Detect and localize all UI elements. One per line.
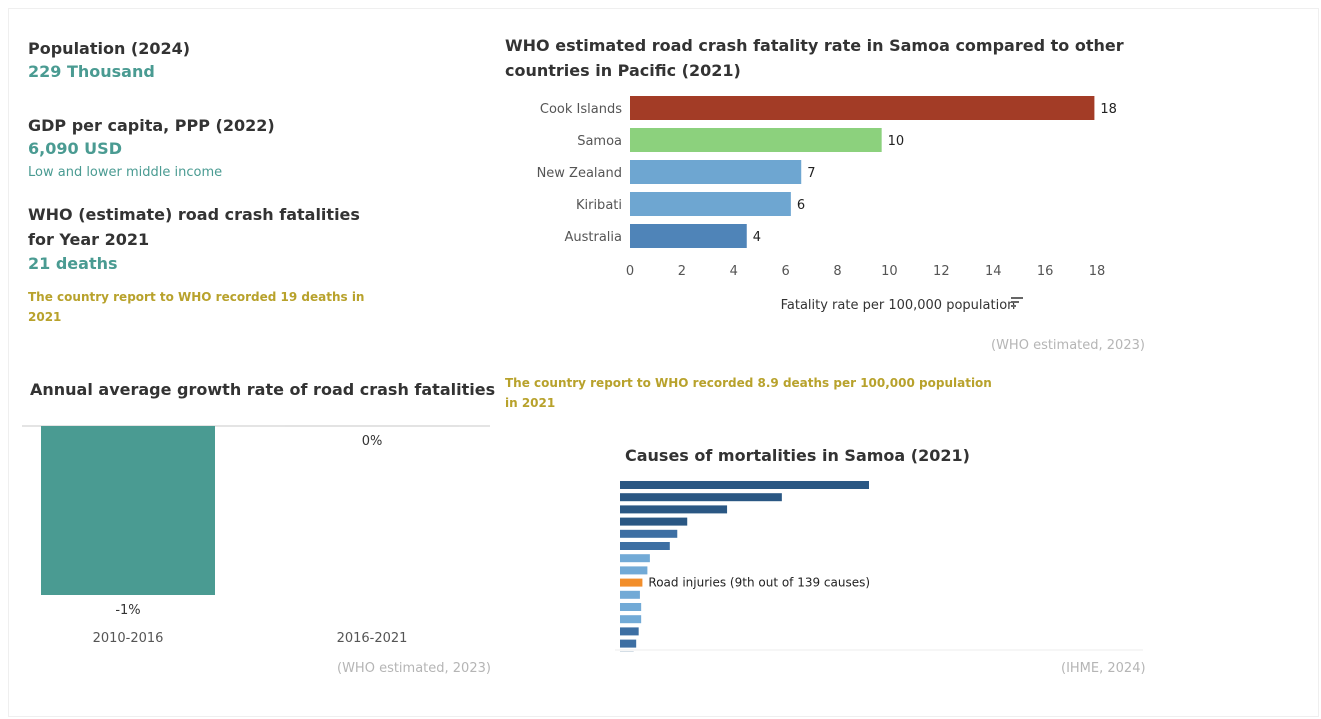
value-label: 10 — [888, 134, 905, 149]
rate-country-report-line2: in 2021 — [505, 396, 556, 410]
fatality-rate-source: (WHO estimated, 2023) — [991, 338, 1145, 353]
bar — [630, 224, 747, 248]
bar — [630, 128, 882, 152]
value-label: 6 — [797, 198, 805, 213]
bar — [620, 627, 639, 636]
growth-chart-title: Annual average growth rate of road crash… — [30, 380, 496, 399]
population-value: 229 Thousand — [28, 62, 155, 81]
x-tick-label: 2 — [678, 264, 686, 279]
sort-icon — [1011, 297, 1023, 307]
causes-chart-source: (IHME, 2024) — [1061, 661, 1146, 676]
fatality-rate-title-line1: WHO estimated road crash fatality rate i… — [505, 36, 1124, 55]
bar — [620, 615, 642, 624]
x-tick-label: 0 — [626, 264, 634, 279]
category-label: Australia — [564, 230, 622, 245]
gdp-value: 6,090 USD — [28, 139, 122, 158]
road-injuries-bar — [620, 578, 643, 587]
country-report-deaths-line2: 2021 — [28, 310, 62, 324]
value-label: 7 — [807, 166, 815, 181]
who-fatalities-label-line1: WHO (estimate) road crash fatalities — [28, 205, 360, 224]
value-label: 0% — [362, 434, 383, 449]
bar — [620, 505, 728, 514]
gdp-label: GDP per capita, PPP (2022) — [28, 116, 275, 135]
bar — [630, 192, 791, 216]
bar — [620, 554, 650, 563]
who-fatalities-label-line2: for Year 2021 — [28, 230, 150, 249]
value-label: 18 — [1100, 102, 1117, 117]
bar — [620, 590, 640, 599]
causes-chart: Road injuries (9th out of 139 causes) — [615, 481, 1143, 652]
bar — [41, 426, 215, 595]
income-group: Low and lower middle income — [28, 165, 223, 180]
bar — [285, 425, 459, 427]
category-label: 2016-2021 — [337, 631, 408, 646]
causes-chart-title: Causes of mortalities in Samoa (2021) — [625, 446, 970, 465]
bar — [630, 96, 1095, 120]
growth-chart-source: (WHO estimated, 2023) — [337, 661, 491, 676]
bar — [620, 566, 648, 575]
x-tick-label: 14 — [985, 264, 1002, 279]
x-tick-label: 18 — [1089, 264, 1106, 279]
x-tick-label: 4 — [730, 264, 738, 279]
x-axis-label: Fatality rate per 100,000 population — [781, 298, 1016, 313]
bar — [620, 481, 869, 489]
bar — [620, 517, 688, 526]
population-label: Population (2024) — [28, 39, 191, 58]
fatality-rate-chart: Cook Islands 18 Samoa 10 New Zealand 7 Kiribat… — [537, 96, 1117, 313]
bar — [620, 603, 642, 611]
rate-country-report-line1: The country report to WHO recorded 8.9 d… — [505, 376, 992, 390]
country-report-deaths-line1: The country report to WHO recorded 19 de… — [28, 290, 365, 304]
who-fatalities-value: 21 deaths — [28, 254, 118, 273]
value-label: 4 — [753, 230, 761, 245]
category-label: 2010-2016 — [93, 631, 164, 646]
category-label: New Zealand — [537, 166, 622, 181]
bar — [630, 160, 802, 184]
value-label: -1% — [115, 603, 140, 618]
bar — [620, 542, 670, 550]
x-tick-label: 6 — [782, 264, 790, 279]
dashboard-frame — [8, 8, 1319, 717]
category-label: Kiribati — [576, 198, 622, 213]
x-tick-label: 12 — [933, 264, 950, 279]
category-label: Samoa — [577, 134, 622, 149]
bar — [620, 639, 637, 648]
growth-chart: -1% 2010-2016 0% 2016-2021 — [22, 425, 490, 646]
bar — [620, 529, 678, 538]
x-tick-label: 10 — [881, 264, 898, 279]
x-tick-label: 8 — [833, 264, 841, 279]
road-injuries-annotation: Road injuries (9th out of 139 causes) — [648, 576, 870, 590]
fatality-rate-title-line2: countries in Pacific (2021) — [505, 61, 741, 80]
x-tick-label: 16 — [1037, 264, 1054, 279]
category-label: Cook Islands — [540, 102, 622, 117]
bar — [620, 493, 782, 502]
